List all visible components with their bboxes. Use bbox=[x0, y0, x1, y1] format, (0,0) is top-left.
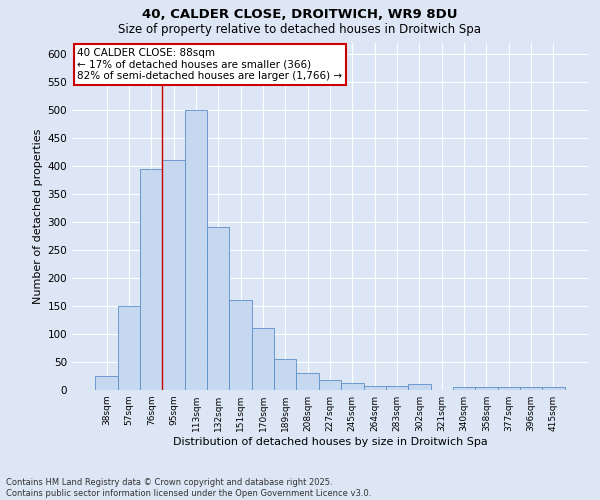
Bar bbox=[296, 373, 319, 390]
Bar bbox=[118, 306, 140, 390]
Bar bbox=[453, 387, 475, 390]
Bar bbox=[408, 384, 431, 390]
Bar bbox=[95, 376, 118, 390]
Bar bbox=[497, 386, 520, 390]
Bar bbox=[252, 328, 274, 390]
Bar bbox=[229, 300, 252, 390]
Text: Size of property relative to detached houses in Droitwich Spa: Size of property relative to detached ho… bbox=[119, 22, 482, 36]
Text: 40 CALDER CLOSE: 88sqm
← 17% of detached houses are smaller (366)
82% of semi-de: 40 CALDER CLOSE: 88sqm ← 17% of detached… bbox=[77, 48, 342, 81]
Bar bbox=[274, 359, 296, 390]
Bar bbox=[185, 110, 207, 390]
X-axis label: Distribution of detached houses by size in Droitwich Spa: Distribution of detached houses by size … bbox=[173, 437, 487, 447]
Bar bbox=[319, 380, 341, 390]
Bar bbox=[207, 228, 229, 390]
Bar bbox=[475, 386, 497, 390]
Bar bbox=[364, 386, 386, 390]
Text: 40, CALDER CLOSE, DROITWICH, WR9 8DU: 40, CALDER CLOSE, DROITWICH, WR9 8DU bbox=[142, 8, 458, 20]
Bar bbox=[163, 160, 185, 390]
Bar bbox=[140, 168, 163, 390]
Bar bbox=[520, 386, 542, 390]
Y-axis label: Number of detached properties: Number of detached properties bbox=[33, 128, 43, 304]
Text: Contains HM Land Registry data © Crown copyright and database right 2025.
Contai: Contains HM Land Registry data © Crown c… bbox=[6, 478, 371, 498]
Bar bbox=[386, 386, 408, 390]
Bar bbox=[542, 386, 565, 390]
Bar bbox=[341, 384, 364, 390]
